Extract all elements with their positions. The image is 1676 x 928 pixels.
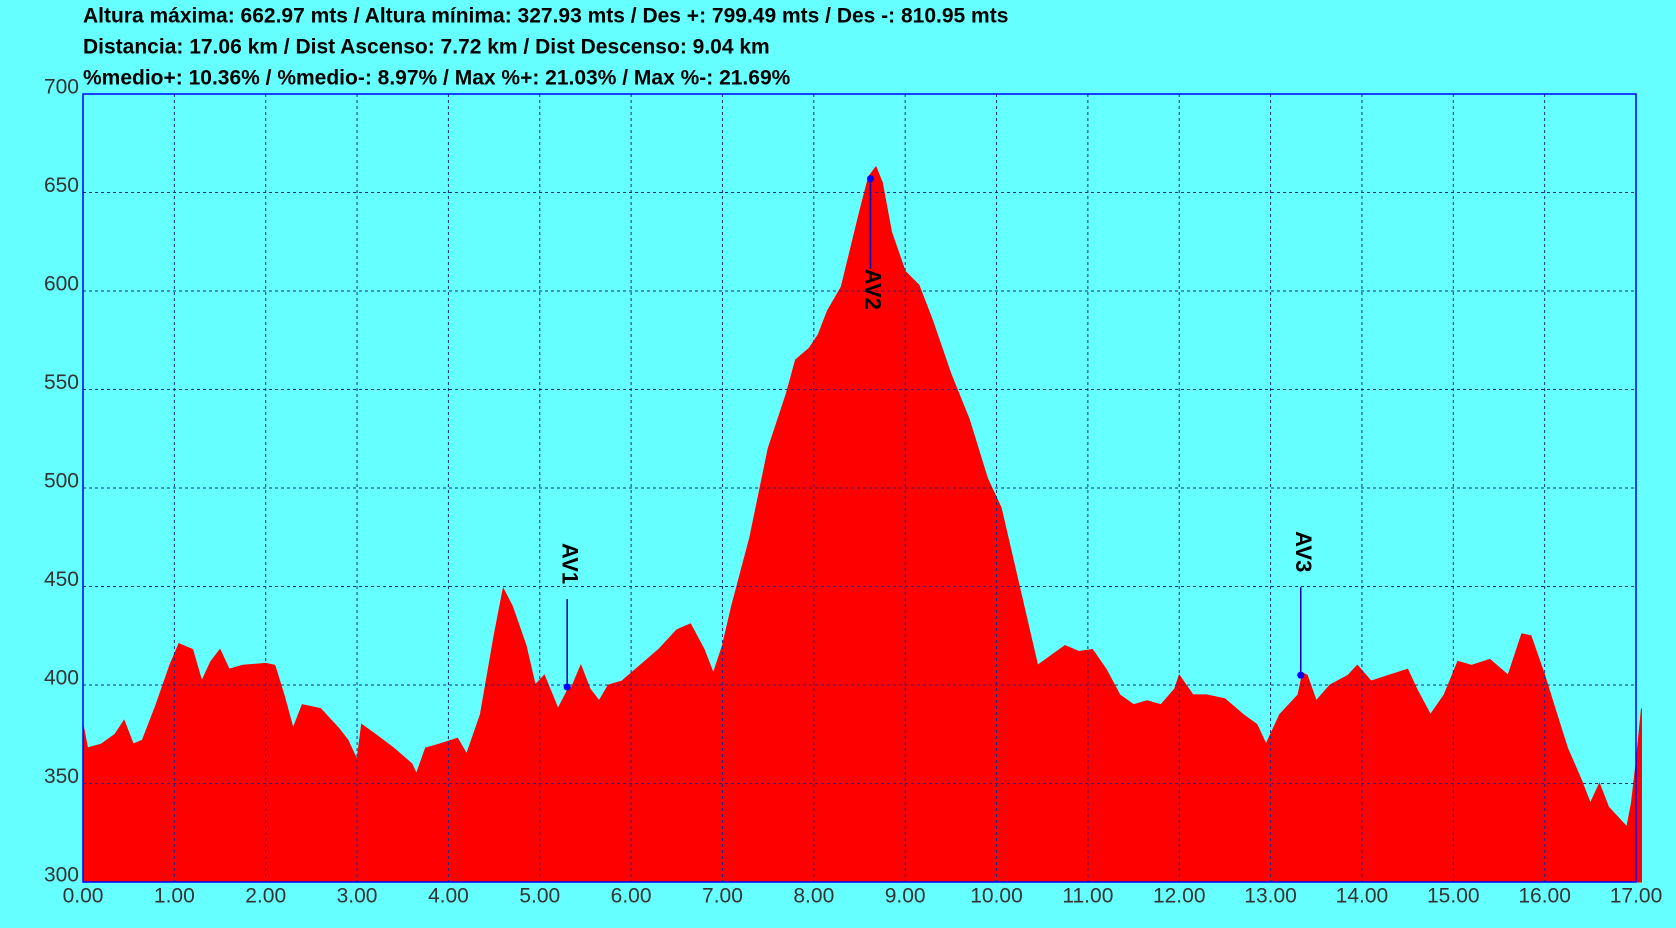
x-tick-label: 4.00 bbox=[428, 885, 469, 908]
y-tick-label: 650 bbox=[44, 174, 79, 197]
plot-border bbox=[82, 93, 1637, 883]
x-tick-label: 8.00 bbox=[793, 885, 834, 908]
stats-line: %medio+: 10.36% / %medio-: 8.97% / Max %… bbox=[83, 67, 791, 90]
elevation-area bbox=[82, 165, 1642, 883]
x-tick-label: 17.00 bbox=[1610, 885, 1663, 908]
annotation-label: AV2 bbox=[861, 269, 886, 310]
x-tick-label: 3.00 bbox=[337, 885, 378, 908]
x-tick-label: 15.00 bbox=[1427, 885, 1480, 908]
x-tick-label: 11.00 bbox=[1062, 885, 1113, 908]
x-tick-label: 10.00 bbox=[970, 885, 1023, 908]
x-tick-label: 1.00 bbox=[154, 885, 195, 908]
x-tick-label: 2.00 bbox=[245, 885, 286, 908]
stats-line: Distancia: 17.06 km / Dist Ascenso: 7.72… bbox=[83, 36, 770, 59]
annotation-point bbox=[1297, 671, 1305, 679]
x-tick-label: 12.00 bbox=[1153, 885, 1206, 908]
x-tick-label: 5.00 bbox=[519, 885, 560, 908]
y-tick-label: 700 bbox=[44, 76, 79, 99]
x-tick-label: 13.00 bbox=[1244, 885, 1297, 908]
x-tick-label: 16.00 bbox=[1518, 885, 1571, 908]
x-tick-label: 6.00 bbox=[611, 885, 652, 908]
annotation-label: AV1 bbox=[557, 543, 582, 584]
x-tick-label: 0.00 bbox=[63, 885, 104, 908]
annotation-label: AV3 bbox=[1291, 531, 1316, 572]
y-tick-label: 450 bbox=[44, 568, 79, 591]
y-tick-label: 400 bbox=[44, 667, 79, 690]
x-tick-label: 14.00 bbox=[1336, 885, 1389, 908]
y-tick-label: 300 bbox=[44, 864, 79, 887]
x-tick-label: 9.00 bbox=[885, 885, 926, 908]
y-tick-label: 550 bbox=[44, 371, 79, 394]
y-tick-label: 350 bbox=[44, 765, 79, 788]
y-tick-label: 600 bbox=[44, 273, 79, 296]
annotation-point bbox=[563, 683, 571, 691]
annotation-point bbox=[866, 175, 874, 183]
stats-line: Altura máxima: 662.97 mts / Altura mínim… bbox=[83, 5, 1008, 28]
y-tick-label: 500 bbox=[44, 470, 79, 493]
x-tick-label: 7.00 bbox=[702, 885, 743, 908]
